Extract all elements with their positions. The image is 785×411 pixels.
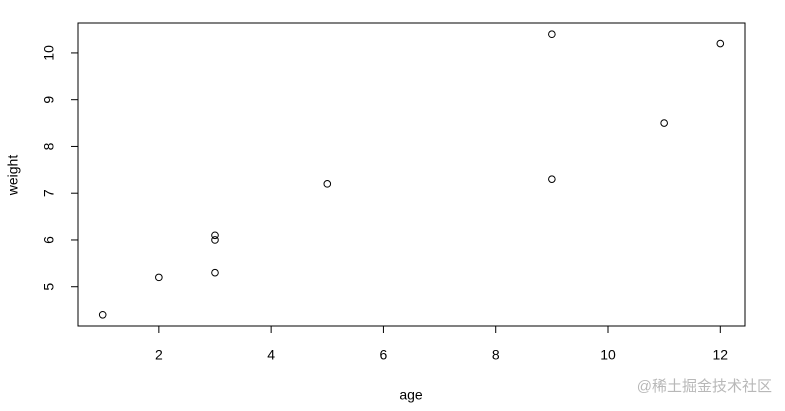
point bbox=[211, 231, 219, 240]
point bbox=[548, 175, 556, 183]
x-axis-label: age bbox=[399, 387, 423, 403]
y-tick-label: 9 bbox=[41, 96, 57, 104]
x-tick-label: 6 bbox=[380, 347, 388, 363]
point bbox=[211, 236, 219, 244]
y-tick-label: 10 bbox=[41, 45, 57, 61]
point bbox=[211, 268, 219, 277]
plot-box bbox=[77, 22, 746, 327]
x-tick-label: 8 bbox=[492, 347, 500, 363]
y-tick-label: 5 bbox=[41, 283, 57, 291]
y-tick-label: 7 bbox=[41, 189, 57, 197]
y-axis-label: weight bbox=[5, 155, 21, 197]
point bbox=[548, 30, 556, 39]
x-tick-label: 10 bbox=[600, 347, 616, 363]
point bbox=[98, 310, 107, 319]
y-tick-label: 8 bbox=[41, 142, 57, 150]
y-tick-label: 6 bbox=[41, 236, 57, 244]
x-tick-label: 4 bbox=[267, 347, 275, 363]
point bbox=[716, 39, 725, 48]
x-tick-label: 2 bbox=[155, 347, 163, 363]
point bbox=[323, 180, 332, 188]
x-tick-label: 12 bbox=[713, 347, 729, 363]
point bbox=[155, 273, 163, 282]
point bbox=[660, 119, 668, 127]
watermark: @稀土掘金技术社区 bbox=[637, 378, 772, 395]
